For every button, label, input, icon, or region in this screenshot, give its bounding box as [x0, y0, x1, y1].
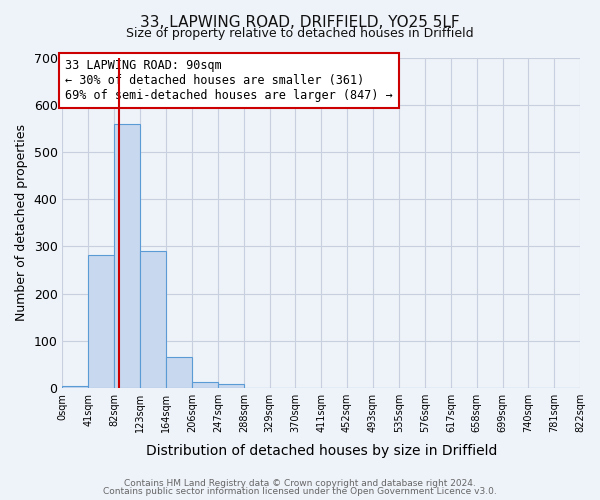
- Text: 33, LAPWING ROAD, DRIFFIELD, YO25 5LF: 33, LAPWING ROAD, DRIFFIELD, YO25 5LF: [140, 15, 460, 30]
- Text: 33 LAPWING ROAD: 90sqm
← 30% of detached houses are smaller (361)
69% of semi-de: 33 LAPWING ROAD: 90sqm ← 30% of detached…: [65, 59, 393, 102]
- Bar: [218, 384, 244, 388]
- Text: Contains HM Land Registry data © Crown copyright and database right 2024.: Contains HM Land Registry data © Crown c…: [124, 478, 476, 488]
- Bar: [88, 256, 114, 388]
- Bar: [192, 382, 218, 388]
- Text: Contains public sector information licensed under the Open Government Licence v3: Contains public sector information licen…: [103, 487, 497, 496]
- Bar: [62, 386, 88, 388]
- X-axis label: Distribution of detached houses by size in Driffield: Distribution of detached houses by size …: [146, 444, 497, 458]
- Bar: [166, 356, 192, 388]
- Bar: [114, 124, 140, 388]
- Text: Size of property relative to detached houses in Driffield: Size of property relative to detached ho…: [126, 28, 474, 40]
- Bar: [140, 250, 166, 388]
- Y-axis label: Number of detached properties: Number of detached properties: [15, 124, 28, 322]
